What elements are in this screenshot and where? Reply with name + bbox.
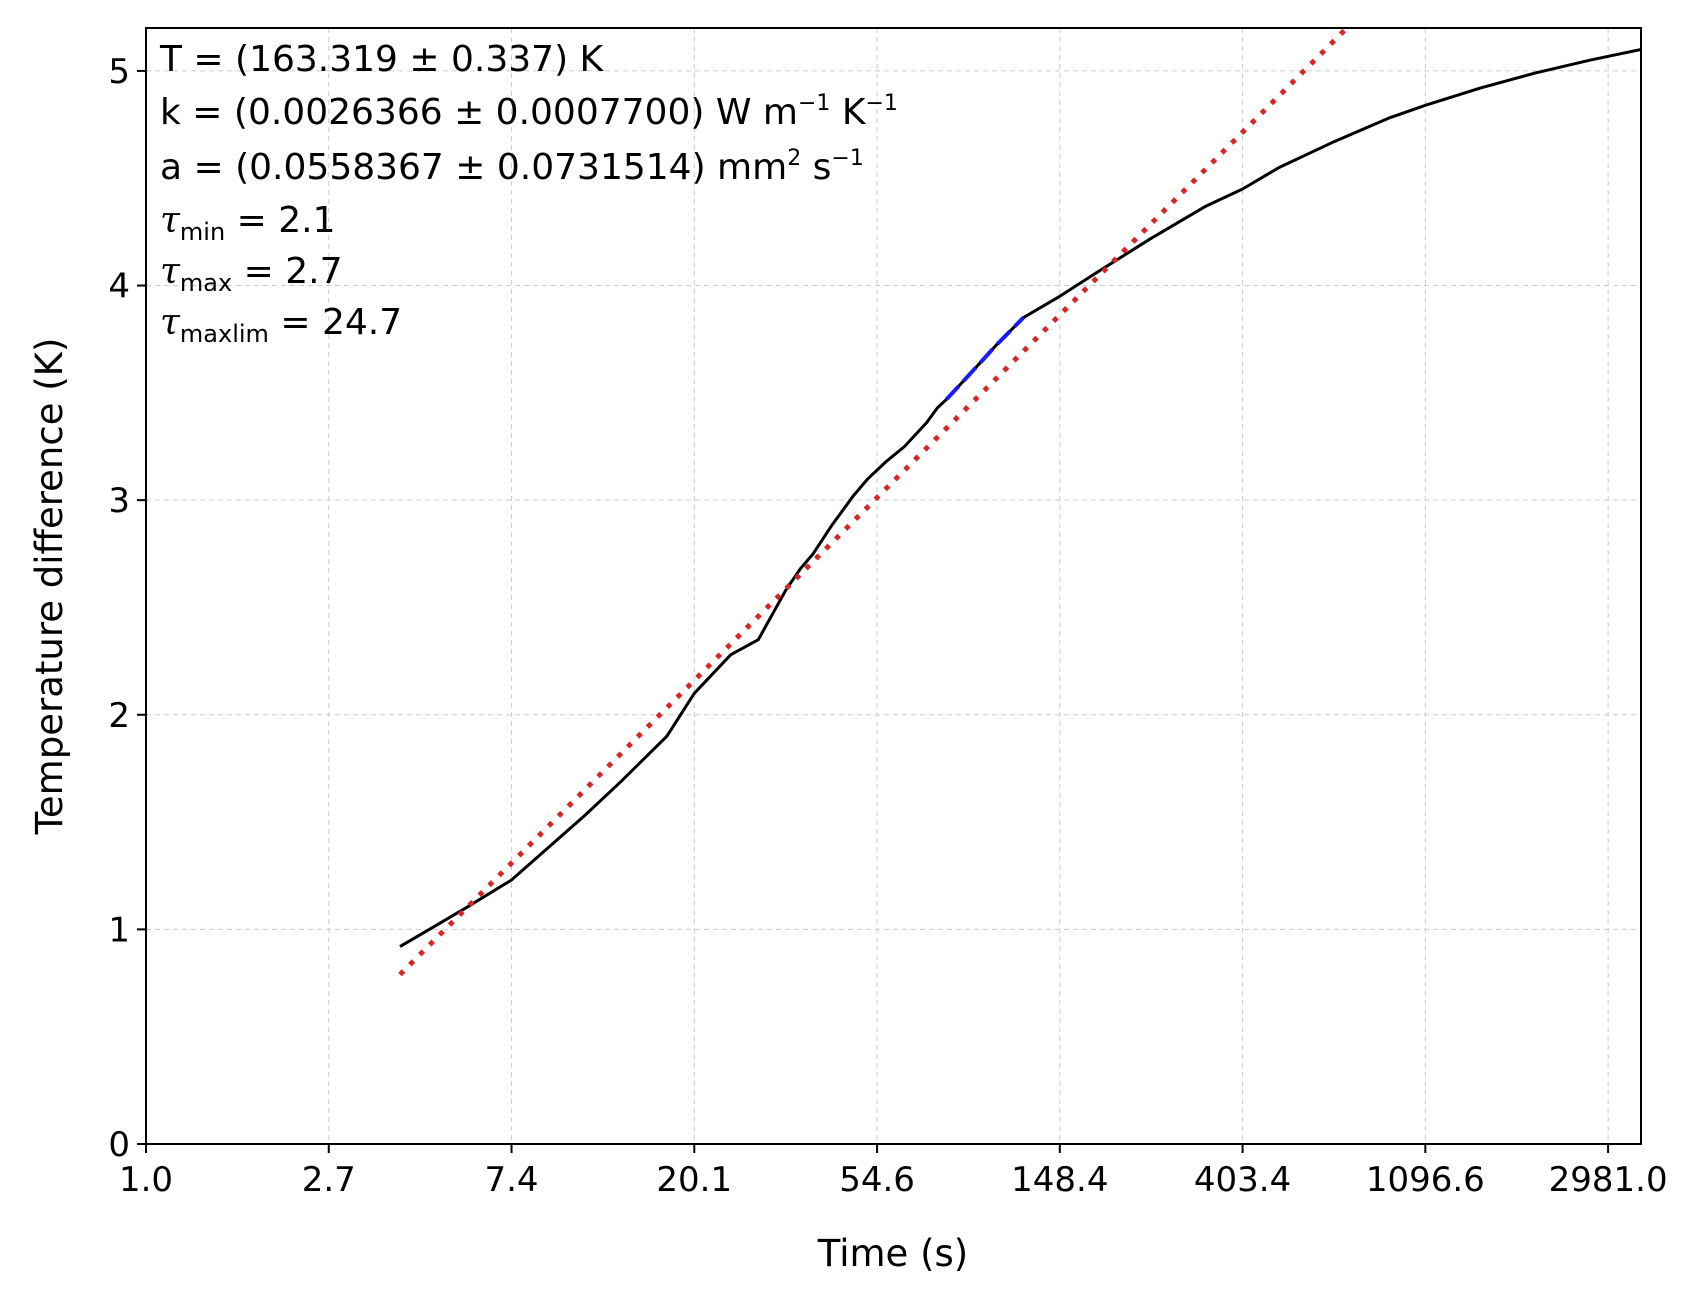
tau-maxlim-value: = 24.7 [268, 302, 403, 343]
tau-symbol: τ [160, 200, 180, 241]
x-tick-label: 7.4 [484, 1160, 538, 1200]
plot-frame [145, 27, 1642, 1145]
tau-min-subscript: min [179, 218, 226, 246]
annotation-temperature-text: T = (163.319 ± 0.337) K [160, 39, 604, 80]
annotation-conductivity: k = (0.0026366 ± 0.0007700) W m−1 K−1 [160, 93, 898, 133]
x-tick-label: 54.6 [839, 1160, 915, 1200]
tau-max-value: = 2.7 [232, 251, 343, 292]
a-exponent-2: −1 [831, 146, 864, 171]
x-axis: 1.0 2.7 7.4 20.1 54.6 148.4 403.4 1096.6 2981.0 [119, 1144, 1668, 1200]
x-tick-label: 2.7 [302, 1160, 356, 1200]
fit-window-line [945, 316, 1025, 401]
x-tick-label: 403.4 [1194, 1160, 1291, 1200]
k-exponent-2: −1 [865, 91, 898, 116]
y-tick-label: 3 [108, 481, 130, 521]
y-axis-label: Temperature difference (K) [28, 338, 71, 836]
x-tick-label: 148.4 [1011, 1160, 1108, 1200]
a-exponent-1: 2 [787, 146, 802, 171]
y-axis: 0 1 2 3 4 5 [108, 52, 146, 1165]
y-tick-label: 0 [108, 1125, 130, 1165]
tau-min-value: = 2.1 [225, 200, 336, 241]
k-text: k = (0.0026366 ± 0.0007700) W m [160, 92, 798, 133]
tau-max-subscript: max [179, 269, 233, 297]
a-unit-2: s [801, 147, 832, 188]
y-tick-label: 4 [108, 267, 130, 307]
y-tick-label: 1 [108, 910, 130, 950]
a-text: a = (0.0558367 ± 0.0731514) mm [160, 147, 788, 188]
measured-line [399, 48, 1641, 948]
x-tick-label: 1.0 [119, 1160, 173, 1200]
tau-symbol: τ [160, 302, 180, 343]
annotation-diffusivity: a = (0.0558367 ± 0.0731514) mm2 s−1 [160, 148, 864, 188]
annotation-tau-max: τmax = 2.7 [160, 251, 343, 296]
y-tick-label: 5 [108, 52, 130, 92]
x-tick-label: 20.1 [656, 1160, 732, 1200]
k-exponent-1: −1 [797, 91, 831, 116]
annotation-tau-min: τmin = 2.1 [160, 200, 336, 245]
tau-maxlim-subscript: maxlim [179, 320, 269, 348]
x-axis-label: Time (s) [817, 1232, 968, 1275]
x-tick-label: 1096.6 [1366, 1160, 1485, 1200]
k-unit-2: K [830, 92, 866, 133]
annotation-tau-maxlim: τmaxlim = 24.7 [160, 302, 403, 347]
tau-symbol: τ [160, 251, 180, 292]
x-tick-label: 2981.0 [1549, 1160, 1668, 1200]
annotation-temperature: T = (163.319 ± 0.337) K [160, 40, 603, 80]
y-tick-label: 2 [108, 696, 130, 736]
series-layer [398, 28, 1641, 977]
